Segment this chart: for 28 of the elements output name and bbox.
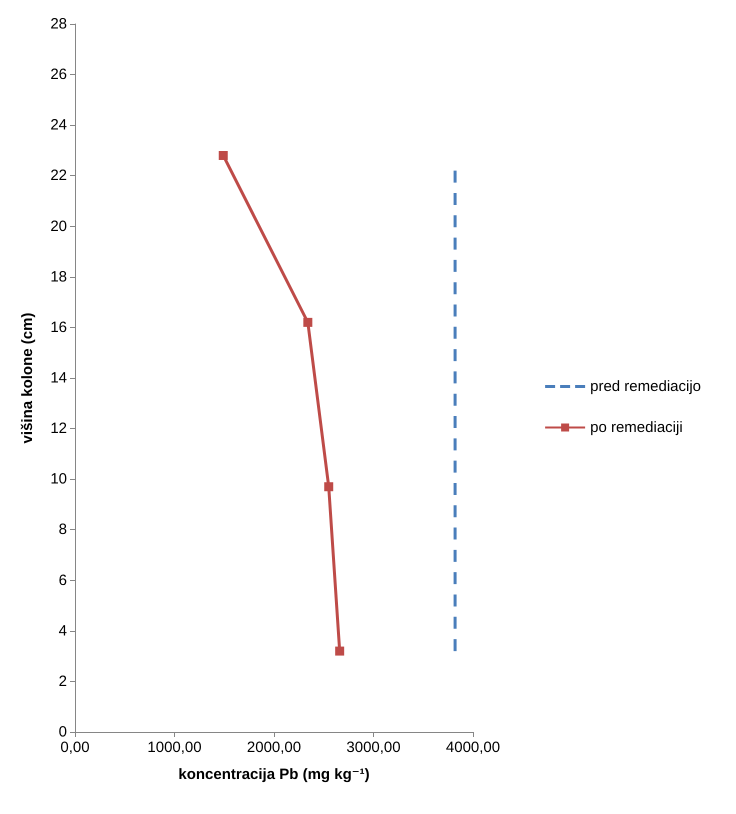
y-tick-label: 14 [50,370,67,386]
y-tick-label: 6 [58,572,67,589]
y-tick-label: 18 [50,268,67,286]
y-tick-label: 10 [50,470,67,488]
x-axis-title: koncentracija Pb (mg kg⁻¹) [178,766,370,783]
point [335,646,344,656]
point [303,318,312,327]
y-tick-label: 16 [50,318,67,336]
legend-label: po remediaciji [590,419,683,436]
x-tick-label: 2000,00 [246,739,302,756]
y-tick-label: 26 [50,66,67,84]
y-tick-label: 2 [58,672,67,690]
y-tick-label: 24 [50,116,67,134]
x-tick-label: 4000,00 [446,739,500,756]
y-tick-label: 0 [58,724,67,740]
y-tick-label: 28 [50,16,67,32]
point [218,150,228,160]
y-tick-label: 20 [50,218,67,235]
y-tick-label: 22 [50,167,67,184]
y-tick-label: 12 [50,420,67,438]
x-tick-label: 0,00 [60,739,90,756]
point [324,482,334,492]
y-tick-label: 8 [58,521,67,538]
y-tick-label: 4 [58,622,67,640]
legend-label: pred remediacijo [590,378,701,395]
y-axis-title: višina kolone (cm) [19,312,36,444]
x-tick-label: 3000,00 [346,739,401,756]
x-tick-label: 1000,00 [147,739,202,756]
